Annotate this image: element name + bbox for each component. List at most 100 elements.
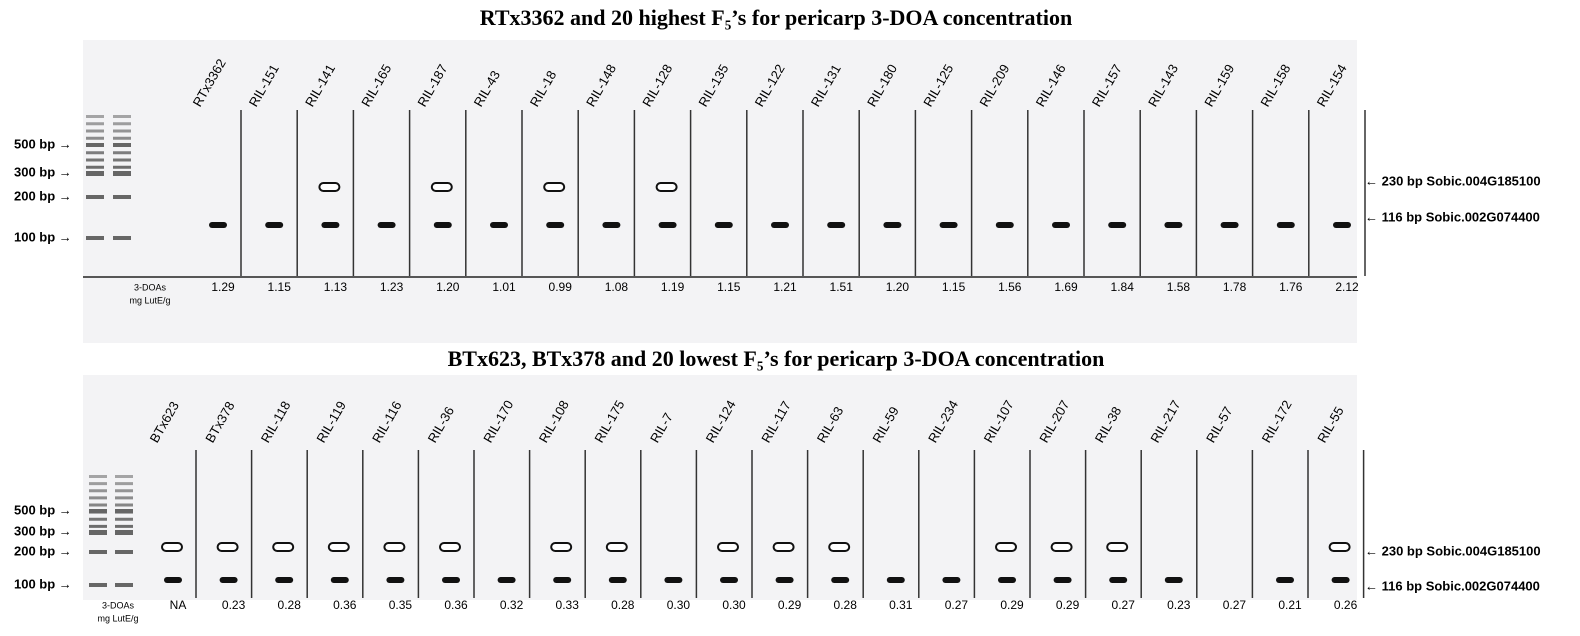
band-230 — [655, 182, 678, 192]
lane-value: 0.33 — [556, 598, 580, 612]
lane-value: 0.28 — [834, 598, 858, 612]
lane-value: 1.20 — [436, 280, 460, 294]
ladder-band — [115, 509, 133, 513]
ladder-band — [89, 503, 107, 507]
ladder-band — [115, 517, 133, 521]
band-230 — [605, 542, 628, 552]
size-label: 100 bp → — [14, 229, 72, 244]
lane-value: 0.29 — [1000, 598, 1024, 612]
size-label: 500 bp → — [14, 136, 72, 151]
lane-value: 0.29 — [778, 598, 802, 612]
ladder-band — [113, 151, 131, 155]
ladder-band — [113, 165, 131, 169]
band-116 — [1164, 222, 1183, 228]
ladder-band — [115, 530, 133, 534]
ladder-band — [86, 171, 104, 175]
band-230 — [772, 542, 795, 552]
lane-value: 1.29 — [211, 280, 235, 294]
size-label: 300 bp → — [14, 164, 72, 179]
ladder-band — [89, 496, 107, 500]
gel-background — [83, 40, 1357, 343]
band-116 — [386, 577, 405, 583]
lane-value: 0.36 — [444, 598, 468, 612]
lane-value: 1.76 — [1279, 280, 1303, 294]
lane-value: 1.08 — [605, 280, 629, 294]
lane-value: 1.15 — [942, 280, 966, 294]
band-116 — [775, 577, 794, 583]
ladder-band — [115, 482, 133, 486]
band-116 — [546, 222, 565, 228]
ladder-band — [86, 143, 104, 147]
lane-value: 0.35 — [389, 598, 413, 612]
lane-value: 1.58 — [1167, 280, 1191, 294]
ladder-band — [86, 158, 104, 162]
value-header: 3-DOAs — [102, 600, 135, 610]
band-116 — [664, 577, 683, 583]
band-230 — [272, 542, 295, 552]
band-116 — [265, 222, 284, 228]
ladder-band — [86, 236, 104, 240]
lane-value: 0.21 — [1278, 598, 1302, 612]
ladder-band — [115, 496, 133, 500]
ladder-band — [115, 583, 133, 587]
band-116 — [1052, 222, 1070, 228]
lane-value: 1.23 — [380, 280, 404, 294]
lane-value: 1.51 — [830, 280, 854, 294]
band-116 — [1108, 222, 1127, 228]
band-label: ← 230 bp Sobic.004G185100 — [1365, 543, 1541, 558]
band-116 — [219, 577, 238, 583]
lane-value: 1.15 — [268, 280, 292, 294]
ladder-band — [89, 583, 107, 587]
ladder-band — [86, 165, 104, 169]
ladder-band — [89, 509, 107, 513]
lane-value: 0.28 — [278, 598, 302, 612]
ladder-band — [115, 550, 133, 554]
band-label: ← 116 bp Sobic.002G074400 — [1365, 209, 1540, 224]
band-116 — [209, 222, 227, 228]
band-116 — [330, 577, 349, 583]
ladder-band — [115, 489, 133, 493]
band-230 — [717, 542, 739, 552]
band-116 — [1276, 222, 1295, 228]
band-116 — [1331, 577, 1350, 583]
band-116 — [1276, 577, 1294, 583]
band-116 — [1164, 577, 1183, 583]
lane-value: 0.27 — [1223, 598, 1247, 612]
band-116 — [720, 577, 738, 583]
ladder-band — [113, 195, 131, 199]
lane-value: 0.28 — [611, 598, 635, 612]
panel-title: RTx3362 and 20 highest F₅’s for pericarp… — [480, 5, 1072, 30]
band-label: ← 116 bp Sobic.002G074400 — [1365, 578, 1540, 593]
ladder-band — [86, 129, 104, 133]
lane-value: 1.84 — [1111, 280, 1135, 294]
band-230 — [216, 542, 239, 552]
ladder-band — [113, 136, 131, 140]
ladder-band — [113, 171, 131, 175]
band-230 — [439, 542, 461, 552]
value-header: mg LutE/g — [129, 295, 170, 305]
lane-value: 1.13 — [324, 280, 348, 294]
ladder-band — [113, 143, 131, 147]
lane-value: 1.20 — [886, 280, 910, 294]
ladder-band — [115, 503, 133, 507]
band-116 — [321, 222, 340, 228]
band-230 — [1328, 542, 1351, 552]
lane-value: 0.23 — [222, 598, 246, 612]
band-116 — [942, 577, 961, 583]
band-116 — [275, 577, 294, 583]
band-230 — [995, 542, 1017, 552]
lane-value: 1.69 — [1054, 280, 1078, 294]
band-116 — [1053, 577, 1072, 583]
band-116 — [1220, 222, 1239, 228]
ladder-band — [113, 115, 131, 118]
ladder-band — [113, 158, 131, 162]
ladder-band — [89, 524, 107, 528]
band-116 — [995, 222, 1014, 228]
ladder-band — [89, 475, 107, 478]
ladder-band — [86, 115, 104, 118]
band-116 — [886, 577, 905, 583]
band-230 — [1106, 542, 1129, 552]
band-230 — [828, 542, 851, 552]
lane-value: 0.30 — [667, 598, 691, 612]
